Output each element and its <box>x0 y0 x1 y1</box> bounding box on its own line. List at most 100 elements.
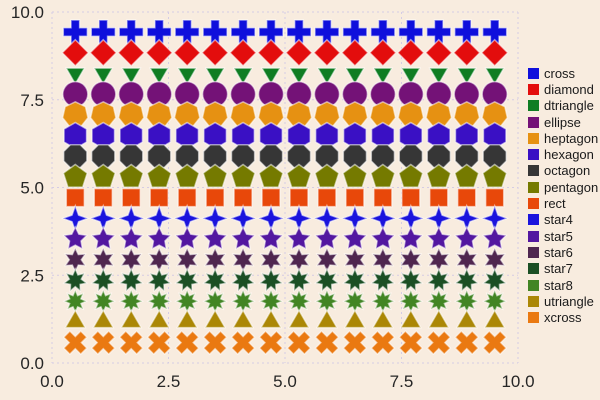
legend-label: ellipse <box>544 114 581 130</box>
utriangle-marker <box>399 308 423 329</box>
star8-marker <box>62 288 89 315</box>
diamond-marker <box>89 38 118 67</box>
utriangle-marker <box>92 308 115 329</box>
legend-swatch-icon <box>528 165 539 177</box>
utriangle-marker <box>64 308 87 329</box>
star7-marker <box>313 267 340 293</box>
y-tick-label: 5.0 <box>20 179 44 198</box>
dtriangle-marker <box>64 67 86 86</box>
pentagon-marker <box>90 163 117 188</box>
xcross-marker <box>370 330 396 356</box>
diamond-marker <box>228 38 258 67</box>
pentagon-marker <box>453 163 480 188</box>
pentagon-marker <box>146 163 172 188</box>
rect-marker <box>149 187 169 208</box>
rect-marker <box>317 187 337 208</box>
dtriangle-marker <box>400 67 422 86</box>
rect-marker <box>93 187 114 208</box>
series-xcross <box>62 330 508 356</box>
star7-marker <box>202 267 229 293</box>
legend-item-star7: star7 <box>528 261 598 277</box>
diamond-marker <box>312 38 342 67</box>
legend-swatch-icon <box>528 230 539 242</box>
legend-item-star5: star5 <box>528 228 598 244</box>
legend-swatch-icon <box>528 67 539 79</box>
utriangle-marker <box>455 308 478 329</box>
dtriangle-marker <box>344 67 366 86</box>
diamond-marker <box>145 38 174 67</box>
star8-marker <box>397 288 424 315</box>
star5-marker <box>341 225 368 251</box>
xcross-marker <box>62 330 88 356</box>
utriangle-marker <box>175 308 199 329</box>
dtriangle-marker <box>232 67 254 86</box>
diamond-marker <box>424 38 453 67</box>
utriangle-marker <box>259 308 283 329</box>
pentagon-marker <box>426 163 452 188</box>
legend-swatch-icon <box>528 312 539 324</box>
star7-marker <box>481 267 508 293</box>
series-rect <box>65 187 505 208</box>
legend-item-star4: star4 <box>528 212 598 228</box>
utriangle-marker <box>371 308 395 329</box>
star8-marker <box>314 288 340 315</box>
legend-swatch-icon <box>528 198 539 210</box>
legend-swatch-icon <box>528 100 539 112</box>
series-star5 <box>62 225 508 251</box>
y-tick-label: 10.0 <box>11 3 44 22</box>
star8-marker <box>341 288 368 315</box>
legend-item-rect: rect <box>528 195 598 211</box>
star8-marker <box>369 288 396 315</box>
legend-swatch-icon <box>528 246 539 258</box>
star8-marker <box>425 288 452 315</box>
rect-marker <box>177 187 197 208</box>
diamond-marker <box>256 38 286 67</box>
dtriangle-marker <box>288 67 310 86</box>
diamond-marker <box>201 38 230 67</box>
star5-marker <box>90 225 117 251</box>
legend-label: cross <box>544 65 576 81</box>
rect-marker <box>401 187 421 208</box>
star5-marker <box>397 225 424 251</box>
utriangle-marker <box>287 308 311 329</box>
dtriangle-marker <box>148 67 170 86</box>
diamond-marker <box>480 38 509 67</box>
pentagon-marker <box>481 163 508 188</box>
legend-item-ellipse: ellipse <box>528 114 598 130</box>
star7-marker <box>285 267 313 293</box>
diamond-marker <box>452 38 481 67</box>
series-star8 <box>62 288 508 315</box>
rect-marker <box>65 187 86 208</box>
legend-item-star6: star6 <box>528 244 598 260</box>
xcross-marker <box>230 330 256 356</box>
legend-label: xcross <box>544 310 582 326</box>
legend-swatch-icon <box>528 263 539 275</box>
utriangle-marker <box>483 308 506 329</box>
dtriangle-marker <box>484 67 506 86</box>
axis-ticks: 0.0 2.5 5.0 7.5 10.0 0.0 2.5 5.0 7.5 10.0 <box>11 3 535 391</box>
star8-marker <box>174 288 201 315</box>
rect-marker <box>261 187 281 208</box>
star8-marker <box>258 288 284 315</box>
rect-marker <box>456 187 477 208</box>
star7-marker <box>62 267 89 293</box>
star5-marker <box>425 225 452 251</box>
legend-swatch-icon <box>528 116 539 128</box>
pentagon-marker <box>342 163 368 188</box>
diamond-marker <box>117 38 146 67</box>
diamond-marker <box>173 38 202 67</box>
rect-marker <box>289 187 309 208</box>
utriangle-marker <box>315 308 339 329</box>
star8-marker <box>202 288 229 315</box>
legend-label: star5 <box>544 228 573 244</box>
star7-marker <box>453 267 480 293</box>
legend-item-diamond: diamond <box>528 81 598 97</box>
dtriangle-marker <box>120 67 142 86</box>
rect-marker <box>429 187 449 208</box>
star5-marker <box>146 225 173 251</box>
legend-label: star6 <box>544 244 573 260</box>
rect-marker <box>205 187 225 208</box>
star5-marker <box>285 225 313 251</box>
diamond-marker <box>340 38 369 67</box>
